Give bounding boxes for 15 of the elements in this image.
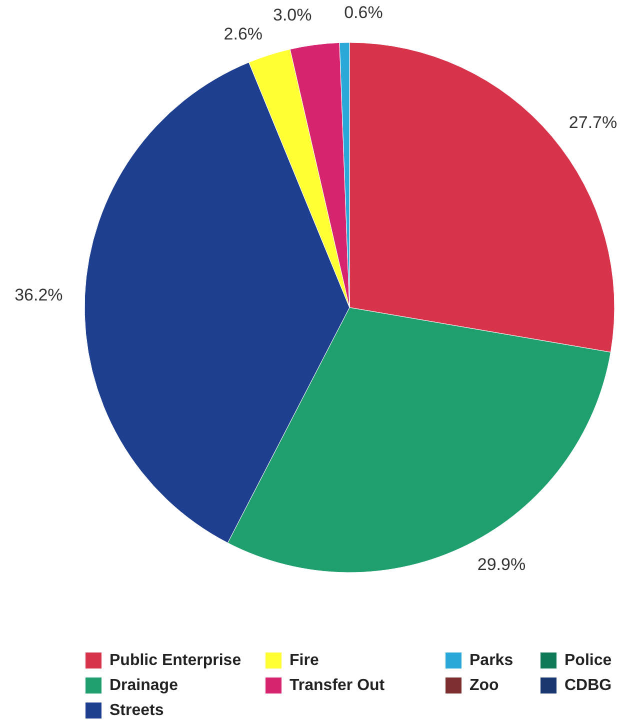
data-label: 3.0% xyxy=(272,5,312,24)
legend-label: Parks xyxy=(470,652,514,669)
legend-label: Zoo xyxy=(470,677,500,694)
data-label: 29.9% xyxy=(477,554,526,574)
legend-label: CDBG xyxy=(564,677,612,694)
data-label: 2.6% xyxy=(224,24,263,44)
data-label: 27.7% xyxy=(568,112,618,132)
legend-label: Police xyxy=(564,652,612,669)
legend-label: Transfer Out xyxy=(290,677,386,694)
legend-label: Drainage xyxy=(110,677,178,694)
legend-label: Fire xyxy=(290,652,319,669)
legend-label: Streets xyxy=(110,702,164,719)
data-label: 36.2% xyxy=(14,285,63,304)
data-label: 0.6% xyxy=(344,3,383,22)
legend-label: Public Enterprise xyxy=(110,652,242,669)
